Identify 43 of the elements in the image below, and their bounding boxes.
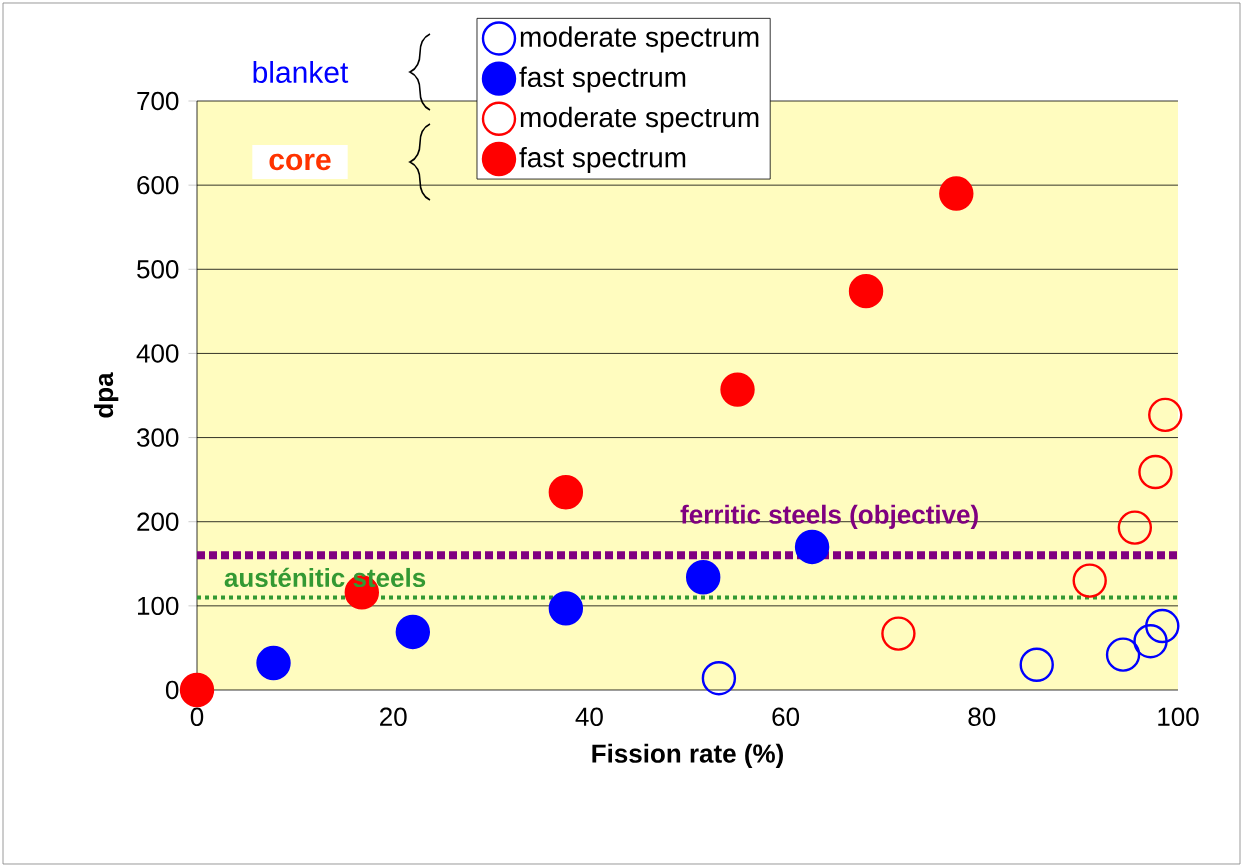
text: blanket: [253, 60, 349, 83]
y-tick-label: 200: [137, 512, 179, 531]
x-tick-label: 0: [190, 707, 204, 726]
y-tick-label: 300: [137, 428, 179, 447]
y-tick-label: 100: [138, 596, 179, 616]
legend-label: moderate spectrum: [520, 26, 759, 53]
legend-label: moderate spectrum: [520, 106, 759, 133]
point: [720, 372, 755, 407]
point: [1133, 623, 1168, 659]
point: [1072, 563, 1107, 598]
point: [1138, 454, 1173, 490]
ref-line-label: austénitic steels: [224, 567, 426, 588]
y-tick-label: 400: [136, 344, 179, 363]
legend-label: fast spectrum: [519, 66, 686, 93]
point: [1117, 510, 1153, 545]
annotation: core: [269, 153, 331, 171]
y-tick-label: 0: [165, 680, 179, 700]
point: [1145, 608, 1180, 644]
y-tick-label: 600: [137, 175, 179, 195]
point: [548, 475, 584, 510]
point: [1019, 647, 1054, 682]
point: [939, 176, 974, 211]
point: [701, 661, 737, 696]
point: [794, 529, 830, 565]
point: [881, 616, 916, 651]
point: [1105, 637, 1141, 672]
x-tick-label: 100: [1158, 707, 1199, 726]
x-tick-label: 60: [772, 707, 800, 726]
x-tick-label: 20: [380, 707, 407, 726]
x-tick-label: 80: [968, 707, 996, 726]
y-axis-title: dpa: [94, 372, 119, 418]
x-tick-label: 40: [575, 707, 603, 726]
point: [179, 672, 215, 708]
y-tick-label: 700: [137, 91, 179, 111]
point: [548, 591, 584, 626]
x-axis-title: Fission rate (%): [592, 743, 783, 768]
point: [686, 560, 721, 595]
point: [1148, 397, 1183, 433]
legend-label: fast spectrum: [519, 146, 686, 173]
point: [256, 645, 291, 681]
y-tick-label: 500: [137, 260, 179, 279]
point: [848, 273, 884, 309]
point: [395, 614, 431, 650]
